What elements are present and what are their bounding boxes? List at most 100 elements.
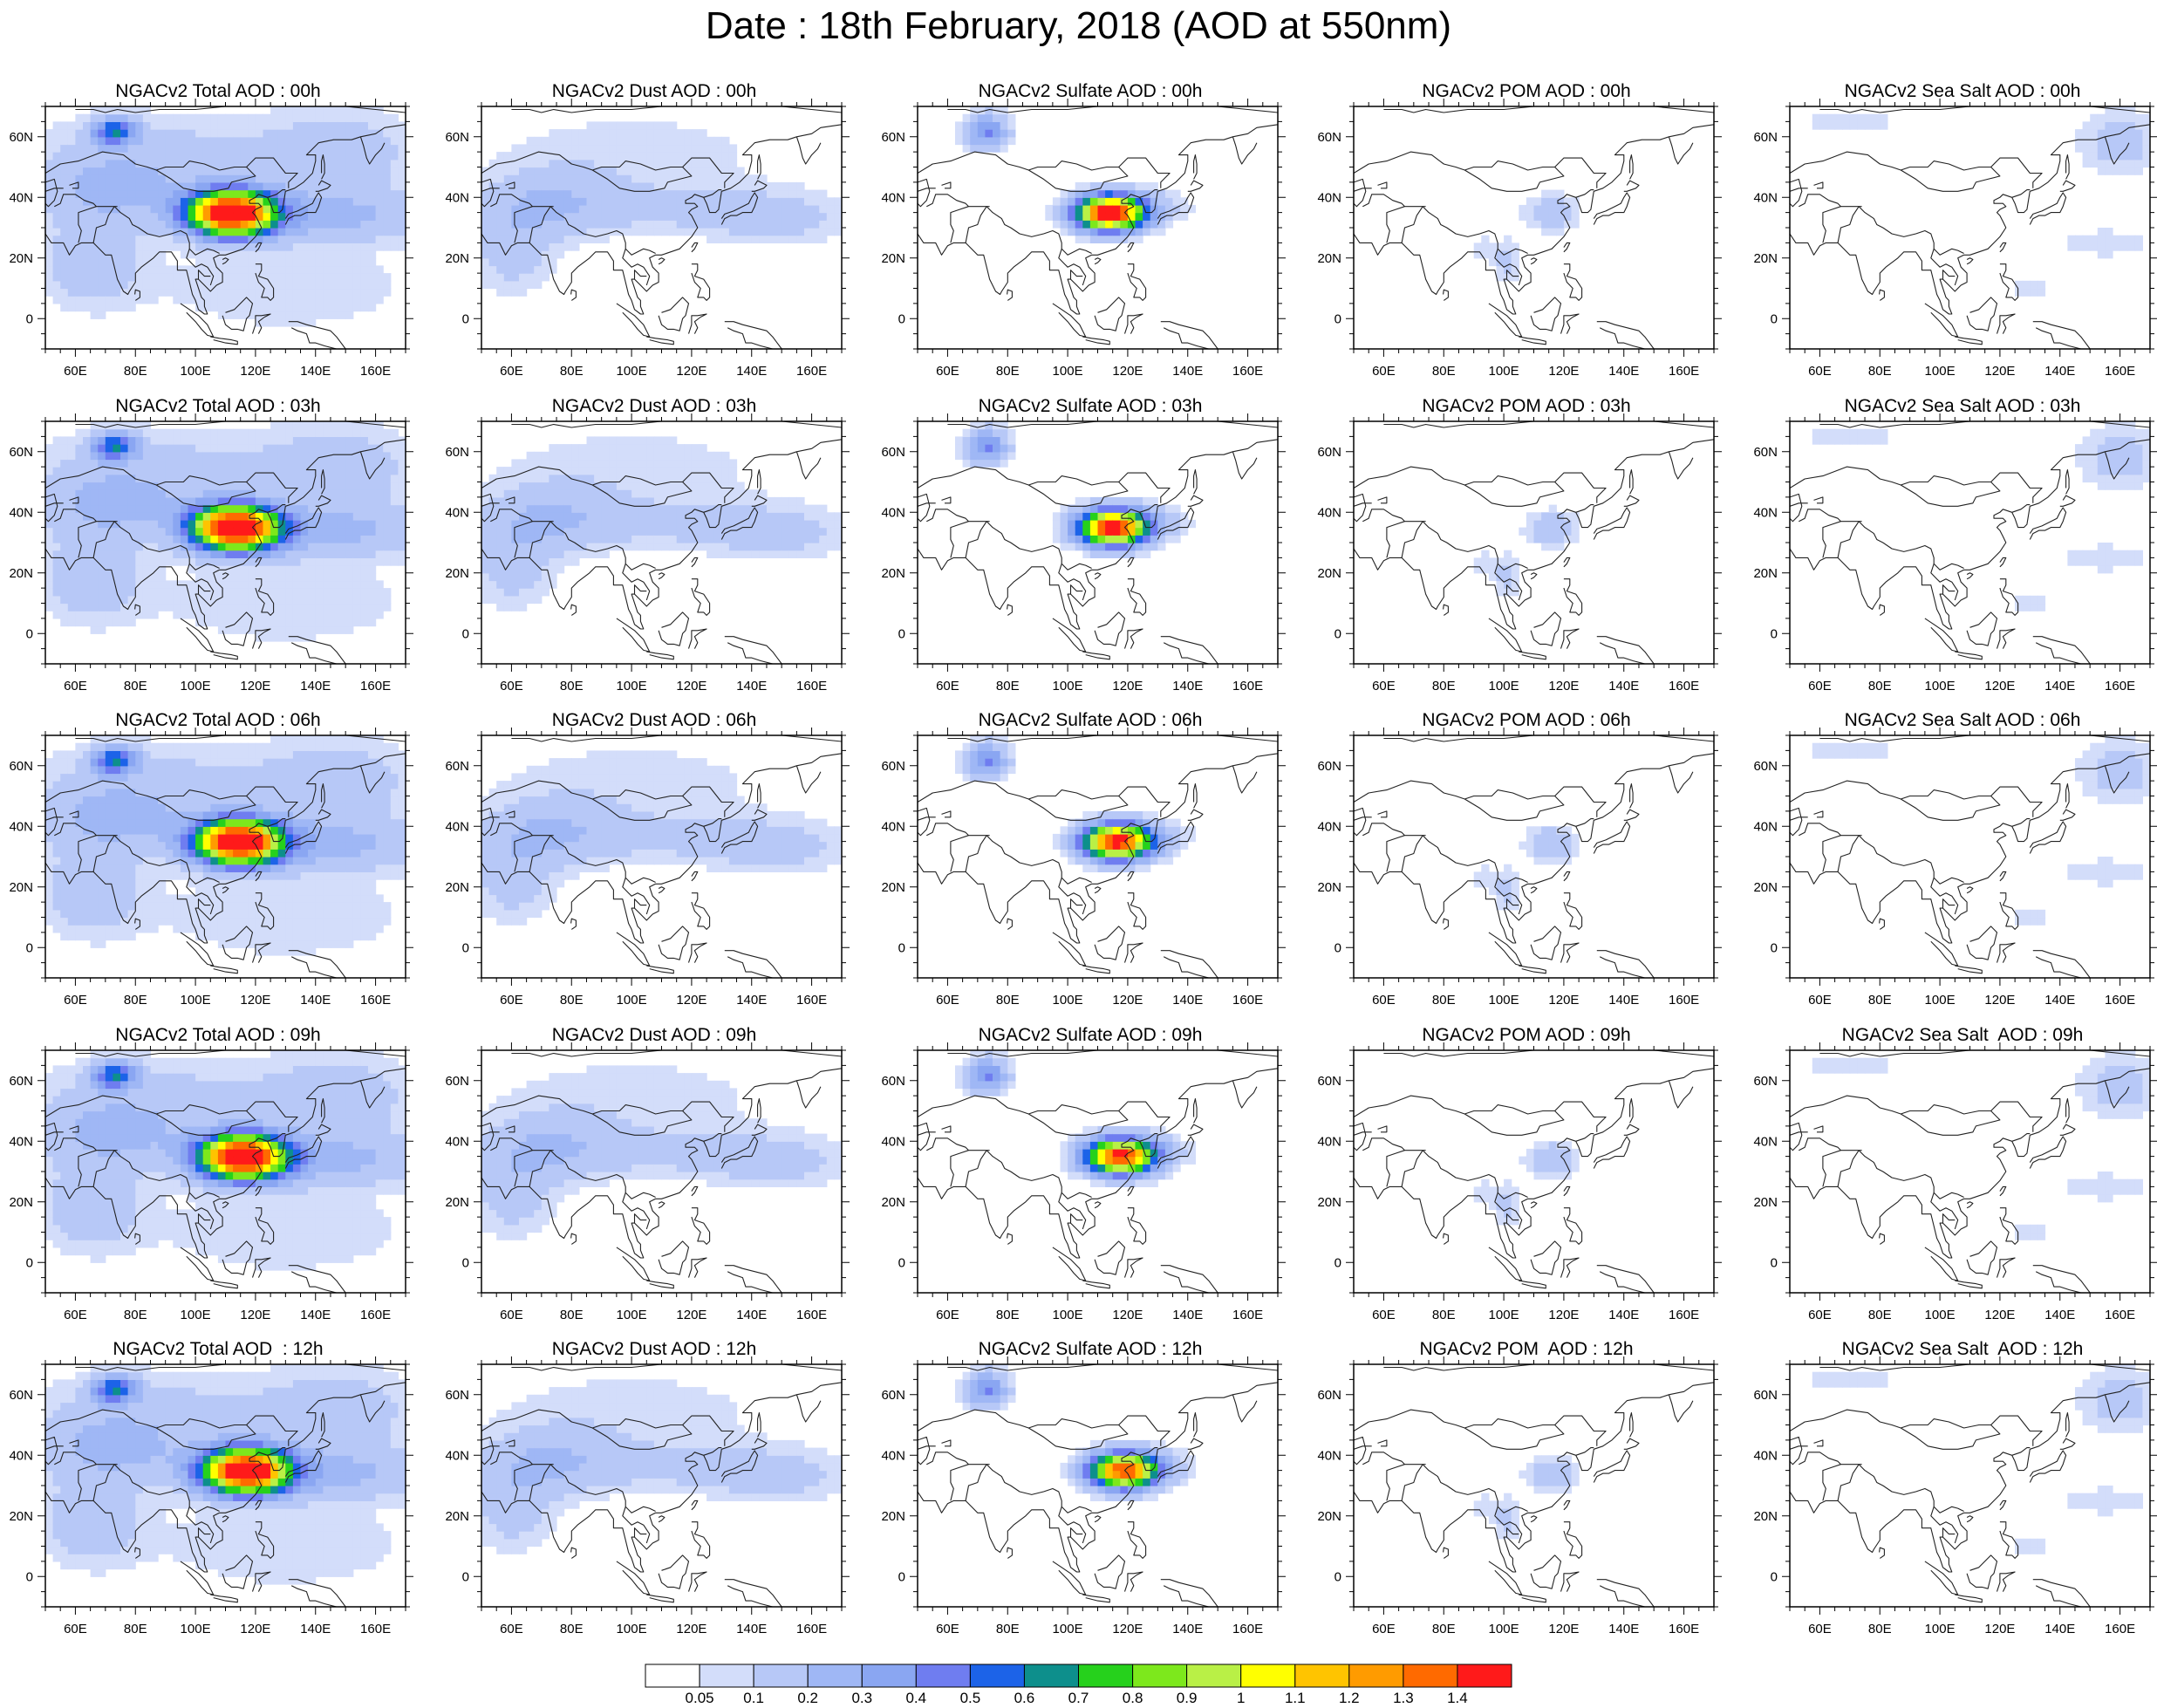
lat-tick-label: 60N [9,445,33,460]
panel-title: NGACv2 Sulfate AOD : 09h [872,1022,1308,1049]
lon-tick-label: 60E [1372,1308,1396,1322]
lat-tick-label: 40N [1753,1448,1778,1463]
lat-tick-label: 60N [1753,445,1778,460]
lon-tick-label: 120E [676,679,706,693]
lon-tick-label: 100E [1925,679,1956,693]
lon-tick-label: 120E [676,993,706,1008]
lon-tick-label: 140E [300,364,331,379]
lat-tick-label: 60N [445,130,469,145]
lon-tick-label: 100E [1489,364,1519,379]
lon-tick-label: 100E [1489,993,1519,1008]
lon-tick-label: 80E [1432,679,1456,693]
colorbar-label: 0.9 [1177,1690,1198,1706]
lat-tick-label: 20N [1753,1195,1778,1210]
lon-tick-label: 60E [936,1622,959,1636]
lat-tick-label: 60N [1753,130,1778,145]
lon-tick-label: 120E [1548,1308,1579,1322]
lon-tick-label: 120E [1984,993,2015,1008]
lon-tick-label: 160E [2105,364,2135,379]
lon-tick-label: 60E [64,679,87,693]
lat-tick-label: 60N [881,1388,905,1403]
lon-tick-label: 60E [1372,1622,1396,1636]
lat-tick-label: 20N [9,566,33,581]
lon-tick-label: 60E [500,679,523,693]
lon-tick-label: 140E [1608,679,1639,693]
lon-tick-label: 120E [1548,364,1579,379]
lon-tick-label: 120E [1984,364,2015,379]
lon-tick-label: 100E [1489,1308,1519,1322]
aod-field [918,735,1278,978]
lon-tick-label: 80E [560,1622,584,1636]
lat-tick-label: 40N [445,1448,469,1463]
lon-tick-label: 120E [676,364,706,379]
panel-title: NGACv2 POM AOD : 12h [1308,1336,1744,1363]
lat-tick-label: 0 [1334,940,1341,955]
lon-tick-label: 140E [300,993,331,1008]
lon-tick-label: 120E [240,993,270,1008]
lon-tick-label: 100E [1925,1622,1956,1636]
panel-title: NGACv2 Sea Salt AOD : 12h [1744,1336,2157,1363]
lon-tick-label: 100E [617,993,647,1008]
lon-tick-label: 100E [1053,679,1083,693]
lat-tick-label: 40N [881,1448,905,1463]
lat-tick-label: 20N [1317,1195,1341,1210]
lon-tick-label: 100E [1053,1308,1083,1322]
panel-title: NGACv2 Dust AOD : 00h [436,79,872,105]
lon-tick-label: 120E [1112,993,1143,1008]
colorbar-label: 0.3 [851,1690,872,1706]
lon-tick-label: 140E [2044,679,2075,693]
colorbar-swatch [1133,1664,1187,1687]
lon-tick-label: 100E [617,679,647,693]
lat-tick-label: 20N [1317,1509,1341,1524]
lon-tick-label: 80E [1868,1308,1892,1322]
lon-tick-label: 80E [1432,364,1456,379]
colorbar-label: 1.1 [1285,1690,1306,1706]
lon-tick-label: 160E [1232,364,1263,379]
panel-title: NGACv2 Dust AOD : 12h [436,1336,872,1363]
colorbar-swatch [808,1664,862,1687]
panel-title: NGACv2 Dust AOD : 06h [436,707,872,734]
lon-tick-label: 80E [124,1622,147,1636]
colorbar-swatch [1349,1664,1403,1687]
colorbar-swatch [700,1664,754,1687]
lon-tick-label: 140E [2044,1308,2075,1322]
lat-tick-label: 40N [445,505,469,520]
lon-tick-label: 140E [1608,993,1639,1008]
lon-tick-label: 100E [617,1622,647,1636]
lon-tick-label: 140E [736,1308,767,1322]
lat-tick-label: 0 [1771,940,1778,955]
lat-tick-label: 20N [1317,880,1341,895]
panel-title: NGACv2 Total AOD : 12h [0,1336,436,1363]
lat-tick-label: 20N [445,880,469,895]
panel-title: NGACv2 Sulfate AOD : 12h [872,1336,1308,1363]
lon-tick-label: 160E [360,1622,391,1636]
panel-title: NGACv2 Total AOD : 00h [0,79,436,105]
lat-tick-label: 20N [9,1509,33,1524]
lat-tick-label: 40N [1317,190,1341,205]
lon-tick-label: 80E [996,1308,1020,1322]
lon-tick-label: 60E [500,364,523,379]
lon-tick-label: 140E [1172,364,1203,379]
lat-tick-label: 20N [9,1195,33,1210]
lon-tick-label: 140E [300,679,331,693]
lat-tick-label: 40N [445,190,469,205]
lat-tick-label: 20N [445,1509,469,1524]
colorbar-swatch [1403,1664,1457,1687]
lat-tick-label: 60N [1317,1074,1341,1089]
lat-tick-label: 40N [9,1134,33,1149]
lon-tick-label: 120E [1548,993,1579,1008]
panel-title: NGACv2 Sulfate AOD : 00h [872,79,1308,105]
lat-tick-label: 20N [881,880,905,895]
colorbar-swatch [970,1664,1024,1687]
panel-title: NGACv2 POM AOD : 06h [1308,707,1744,734]
